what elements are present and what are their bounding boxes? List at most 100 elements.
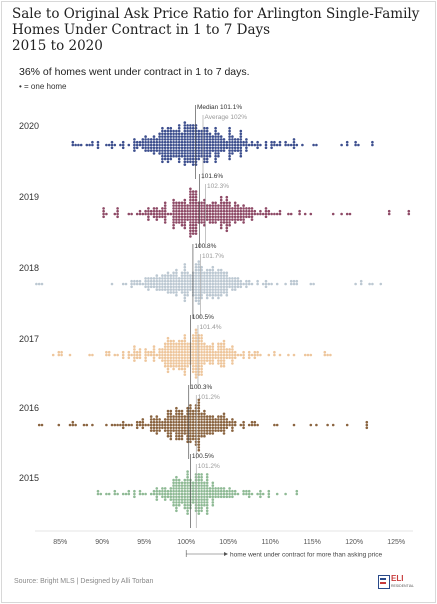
home-dot bbox=[259, 143, 262, 147]
home-dot bbox=[312, 143, 315, 147]
home-dot bbox=[225, 426, 229, 430]
home-dot bbox=[239, 218, 243, 221]
home-dot bbox=[175, 353, 178, 357]
home-dot bbox=[166, 129, 170, 133]
home-dot bbox=[236, 212, 240, 216]
home-dot bbox=[205, 359, 209, 362]
home-dot bbox=[177, 350, 181, 354]
home-dot bbox=[147, 423, 150, 427]
home-dot bbox=[119, 423, 122, 427]
home-dot bbox=[177, 277, 181, 280]
home-dot bbox=[214, 204, 217, 207]
home-dot bbox=[169, 157, 173, 161]
home-dot bbox=[169, 345, 173, 348]
home-dot bbox=[242, 204, 245, 207]
home-dot bbox=[253, 350, 257, 354]
home-dot bbox=[189, 204, 192, 207]
home-dot bbox=[292, 140, 296, 144]
home-dot bbox=[175, 282, 178, 286]
home-dot bbox=[191, 223, 195, 227]
home-dot bbox=[289, 282, 293, 286]
home-dot bbox=[155, 288, 159, 291]
home-dot bbox=[183, 212, 187, 216]
home-dot bbox=[214, 353, 217, 357]
home-dot bbox=[169, 350, 173, 354]
home-dot bbox=[222, 426, 226, 430]
home-dot bbox=[197, 501, 201, 504]
home-dot bbox=[287, 212, 290, 216]
home-dot bbox=[250, 282, 254, 286]
home-dot bbox=[197, 446, 201, 449]
home-dot bbox=[172, 353, 175, 357]
home-dot bbox=[278, 209, 282, 213]
home-dot bbox=[225, 282, 229, 286]
home-dot bbox=[124, 492, 128, 496]
home-dot bbox=[180, 412, 184, 416]
home-dot bbox=[200, 356, 203, 360]
home-dot bbox=[217, 495, 220, 499]
home-dot bbox=[177, 420, 181, 424]
home-dot bbox=[183, 370, 187, 374]
home-dot bbox=[211, 277, 215, 280]
home-dot bbox=[197, 406, 201, 410]
home-dot bbox=[194, 356, 198, 360]
home-dot bbox=[166, 489, 170, 493]
home-dot bbox=[219, 364, 223, 368]
home-dot bbox=[217, 138, 220, 141]
home-dot bbox=[200, 154, 203, 158]
home-dot bbox=[183, 132, 187, 136]
home-dot bbox=[183, 143, 187, 147]
home-dot bbox=[259, 489, 262, 493]
home-dot bbox=[166, 434, 170, 438]
home-dot bbox=[152, 489, 156, 493]
home-dot bbox=[197, 492, 201, 496]
home-dot bbox=[208, 143, 212, 147]
home-dot bbox=[200, 350, 203, 354]
home-dot bbox=[200, 152, 203, 155]
home-dot bbox=[214, 426, 217, 430]
home-dot bbox=[239, 129, 243, 133]
home-dot bbox=[172, 348, 175, 351]
home-dot bbox=[161, 356, 164, 360]
home-dot bbox=[152, 426, 156, 430]
home-dot bbox=[194, 265, 198, 269]
home-dot bbox=[133, 143, 136, 147]
home-dot bbox=[180, 356, 184, 360]
home-dot bbox=[191, 501, 195, 504]
home-dot bbox=[183, 126, 187, 130]
home-dot bbox=[275, 282, 279, 286]
home-dot bbox=[175, 426, 178, 430]
home-dot bbox=[242, 209, 245, 213]
home-dot bbox=[205, 509, 209, 513]
home-dot bbox=[197, 448, 201, 452]
home-dot bbox=[205, 420, 209, 424]
chart-subtitle: 36% of homes went under contract in 1 to… bbox=[19, 66, 250, 78]
home-dot bbox=[169, 426, 173, 430]
home-dot bbox=[245, 138, 248, 141]
home-dot bbox=[161, 138, 164, 141]
home-dot bbox=[387, 209, 391, 213]
home-dot bbox=[183, 489, 187, 493]
home-dot bbox=[273, 353, 276, 357]
home-dot bbox=[175, 509, 178, 513]
home-dot bbox=[217, 143, 220, 147]
home-dot bbox=[239, 135, 243, 138]
home-dot bbox=[247, 207, 251, 210]
home-dot bbox=[200, 475, 203, 479]
home-dot bbox=[180, 209, 184, 213]
home-dot bbox=[217, 418, 220, 421]
home-dot bbox=[191, 152, 195, 155]
home-dot bbox=[105, 423, 108, 427]
home-dot bbox=[208, 291, 212, 294]
home-dot bbox=[127, 423, 131, 427]
home-dot bbox=[211, 215, 215, 219]
home-dot bbox=[138, 282, 142, 286]
home-dot bbox=[88, 143, 91, 147]
home-dot bbox=[200, 215, 203, 219]
home-dot bbox=[175, 277, 178, 280]
home-dot bbox=[180, 149, 184, 152]
home-dot bbox=[205, 345, 209, 348]
home-dot bbox=[208, 146, 212, 150]
home-dot bbox=[219, 201, 223, 205]
home-dot bbox=[371, 140, 374, 144]
